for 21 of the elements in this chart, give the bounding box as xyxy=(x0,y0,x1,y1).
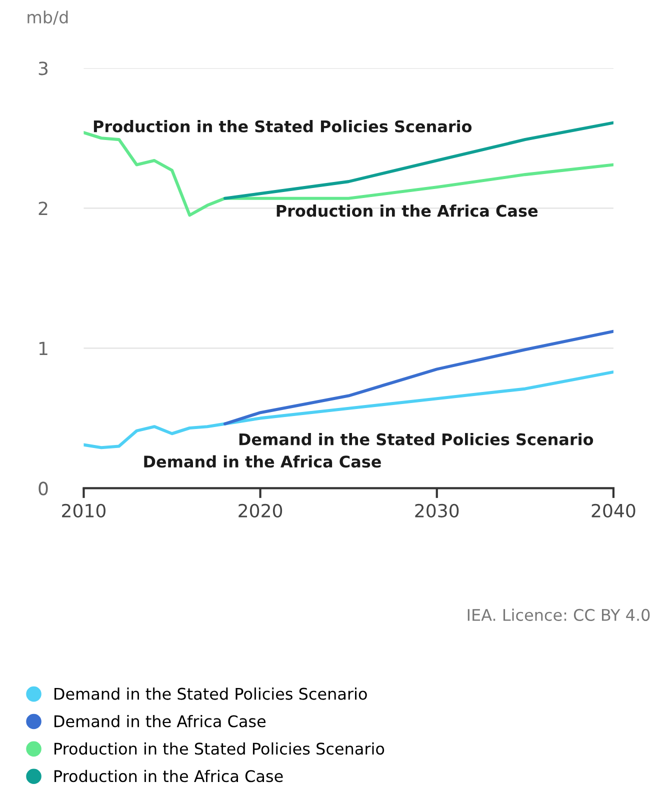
y-tick-label: 3 xyxy=(38,62,48,76)
y-tick-label: 0 xyxy=(38,482,48,496)
annotation: Production in the Stated Policies Scenario xyxy=(94,120,472,132)
annotation: Demand in the Stated Policies Scenario xyxy=(239,433,594,446)
legend-label: Demand in the Africa Case xyxy=(54,714,266,728)
line-series xyxy=(84,131,614,217)
y-tick-label: 2 xyxy=(38,202,48,216)
x-tick-label: 2030 xyxy=(415,504,459,518)
x-tick-label: 2020 xyxy=(238,504,282,518)
x-tick-label: 2010 xyxy=(62,504,106,518)
legend-label: Demand in the Stated Policies Scenario xyxy=(54,688,367,700)
annotation: Production in the Africa Case xyxy=(276,204,538,217)
text: IEA. Licence: CC BY 4.0 xyxy=(468,608,650,621)
x-tick-label: 2040 xyxy=(592,504,636,518)
line-series xyxy=(223,330,614,426)
y-tick-label: 1 xyxy=(39,342,48,356)
annotation: Demand in the Africa Case xyxy=(144,455,381,468)
y-axis-title: mb/d xyxy=(28,10,68,25)
legend-label: Production in the Africa Case xyxy=(54,770,283,782)
legend-label: Production in the Stated Policies Scenario xyxy=(54,742,384,755)
line-series xyxy=(84,370,614,450)
